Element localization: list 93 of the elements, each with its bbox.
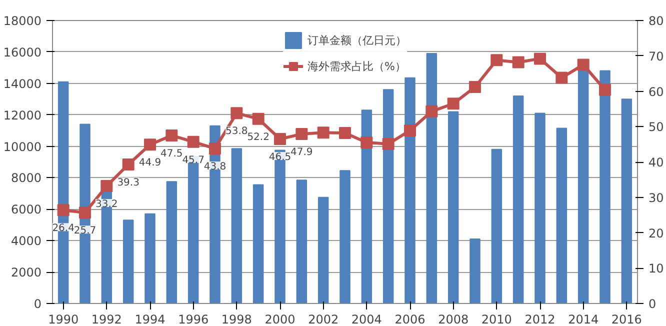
- point: [57, 204, 70, 216]
- x-tick-label: 2014: [568, 312, 599, 326]
- point: [360, 136, 373, 149]
- y2-tick-label: 20: [648, 226, 664, 240]
- y2-tick-label: 70: [648, 49, 664, 64]
- y-tick-label: 2000: [10, 266, 42, 280]
- y-tick-label: 10000: [3, 140, 42, 154]
- bar: [534, 112, 546, 304]
- point: [100, 180, 113, 192]
- y2-tick-label: 80: [648, 14, 664, 28]
- bar: [318, 196, 329, 304]
- data-label: 44.9: [138, 158, 162, 169]
- bar: [448, 111, 459, 304]
- y-tick-label: 0: [34, 297, 42, 311]
- point: [447, 98, 460, 110]
- point: [274, 133, 286, 146]
- x-tick-label: 2012: [524, 312, 556, 326]
- y-tick-label: 14000: [3, 76, 42, 91]
- data-label: 45.7: [182, 154, 204, 166]
- point: [230, 107, 243, 120]
- data-label: 25.7: [74, 226, 96, 237]
- point: [599, 84, 611, 96]
- bar: [491, 148, 502, 304]
- y2-tick-label: 30: [648, 190, 664, 205]
- data-label: 47.9: [290, 147, 313, 158]
- x-tick-label: 2000: [264, 312, 296, 326]
- y-tick-label: 8000: [10, 171, 42, 186]
- bar: [340, 170, 350, 304]
- point: [144, 138, 156, 151]
- point: [79, 206, 91, 219]
- point: [556, 72, 568, 84]
- y-tick-label: 12000: [3, 108, 42, 122]
- bar: [231, 148, 242, 304]
- point: [490, 54, 503, 66]
- point: [317, 126, 330, 139]
- x-tick-label: 2016: [611, 312, 642, 326]
- data-label: 26.4: [52, 223, 74, 234]
- point: [209, 142, 221, 155]
- bar: [122, 220, 134, 304]
- point: [382, 138, 394, 150]
- bar: [621, 98, 632, 304]
- x-tick-label: 2002: [308, 312, 339, 326]
- bar: [470, 238, 480, 304]
- point: [426, 105, 438, 118]
- x-tick-label: 1994: [134, 312, 166, 326]
- y2-tick-label: 40: [648, 156, 664, 170]
- point: [122, 158, 134, 170]
- point: [252, 112, 264, 125]
- y-tick-label: 18000: [3, 14, 42, 28]
- bar: [600, 70, 610, 304]
- x-tick-label: 1996: [178, 312, 209, 326]
- x-tick-label: 1990: [48, 312, 79, 326]
- data-label: 43.8: [204, 162, 226, 173]
- bar: [144, 213, 156, 304]
- y2-tick-label: 0: [648, 297, 656, 311]
- y-tick-label: 16000: [3, 45, 42, 60]
- bar: [512, 95, 524, 304]
- bar: [361, 110, 372, 304]
- data-label: 39.3: [117, 177, 140, 188]
- x-tick-label: 1998: [221, 312, 252, 326]
- x-tick-label: 1992: [91, 312, 122, 326]
- point: [187, 136, 200, 148]
- y2-tick-label: 50: [648, 120, 664, 134]
- bar: [404, 77, 416, 304]
- data-label: 53.8: [226, 126, 248, 138]
- bar: [426, 53, 438, 304]
- x-tick-label: 2010: [481, 312, 512, 326]
- y-tick-label: 4000: [10, 234, 42, 248]
- bar: [556, 128, 568, 304]
- data-label: 33.2: [96, 199, 118, 210]
- data-label: 47.5: [160, 148, 183, 160]
- point: [339, 126, 351, 139]
- y2-tick-label: 60: [648, 84, 664, 99]
- point: [577, 58, 590, 71]
- data-label: 46.5: [268, 152, 292, 164]
- x-tick-label: 2006: [394, 312, 426, 326]
- bar: [252, 184, 264, 304]
- bar: [166, 181, 178, 304]
- point: [166, 129, 178, 142]
- point: [534, 52, 546, 65]
- point: [404, 124, 416, 137]
- point: [296, 128, 308, 140]
- x-tick-label: 2004: [351, 312, 382, 326]
- point: [469, 81, 481, 94]
- legend-label: 订单金额（亿日元）: [308, 32, 406, 48]
- bar: [296, 180, 308, 304]
- y2-tick-label: 10: [648, 262, 664, 276]
- y-tick-label: 6000: [10, 202, 42, 217]
- legend-label: 海外需求占比（%）: [308, 58, 406, 74]
- data-label: 52.2: [247, 132, 270, 143]
- point: [512, 56, 524, 68]
- bar: [382, 89, 394, 304]
- x-tick-label: 2008: [438, 312, 469, 326]
